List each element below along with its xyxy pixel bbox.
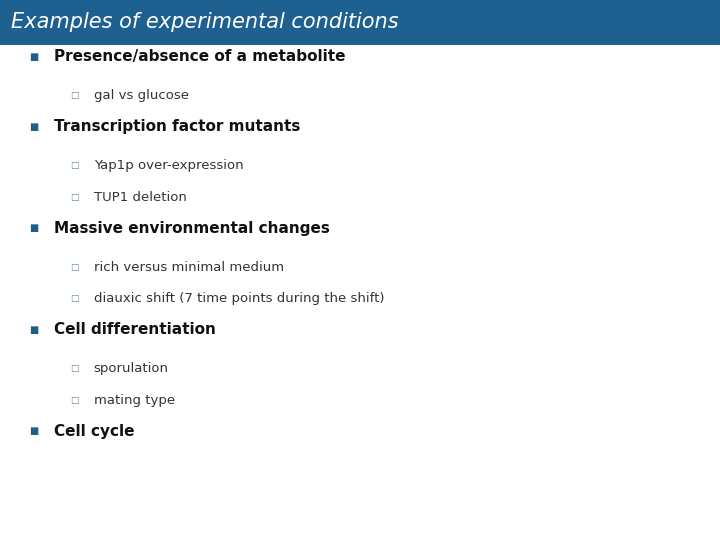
Text: Cell cycle: Cell cycle xyxy=(54,424,135,439)
Text: ■: ■ xyxy=(29,325,38,335)
Text: ■: ■ xyxy=(29,52,38,62)
Text: Examples of experimental conditions: Examples of experimental conditions xyxy=(11,12,398,32)
Text: □: □ xyxy=(71,91,79,100)
Text: Massive environmental changes: Massive environmental changes xyxy=(54,221,330,236)
Text: □: □ xyxy=(71,396,79,404)
Text: ■: ■ xyxy=(29,427,38,436)
Text: sporulation: sporulation xyxy=(94,362,168,375)
Text: ■: ■ xyxy=(29,122,38,132)
Text: □: □ xyxy=(71,193,79,201)
Text: □: □ xyxy=(71,294,79,303)
Text: □: □ xyxy=(71,161,79,170)
Text: mating type: mating type xyxy=(94,394,175,407)
Text: TUP1 deletion: TUP1 deletion xyxy=(94,191,186,204)
Text: □: □ xyxy=(71,364,79,373)
Text: ■: ■ xyxy=(29,224,38,233)
Text: Transcription factor mutants: Transcription factor mutants xyxy=(54,119,300,134)
Text: Presence/absence of a metabolite: Presence/absence of a metabolite xyxy=(54,49,346,64)
Text: gal vs glucose: gal vs glucose xyxy=(94,89,189,102)
Text: Cell differentiation: Cell differentiation xyxy=(54,322,216,338)
Text: □: □ xyxy=(71,263,79,272)
Text: diauxic shift (7 time points during the shift): diauxic shift (7 time points during the … xyxy=(94,292,384,305)
FancyBboxPatch shape xyxy=(0,0,720,45)
Text: rich versus minimal medium: rich versus minimal medium xyxy=(94,261,284,274)
Text: Yap1p over-expression: Yap1p over-expression xyxy=(94,159,243,172)
